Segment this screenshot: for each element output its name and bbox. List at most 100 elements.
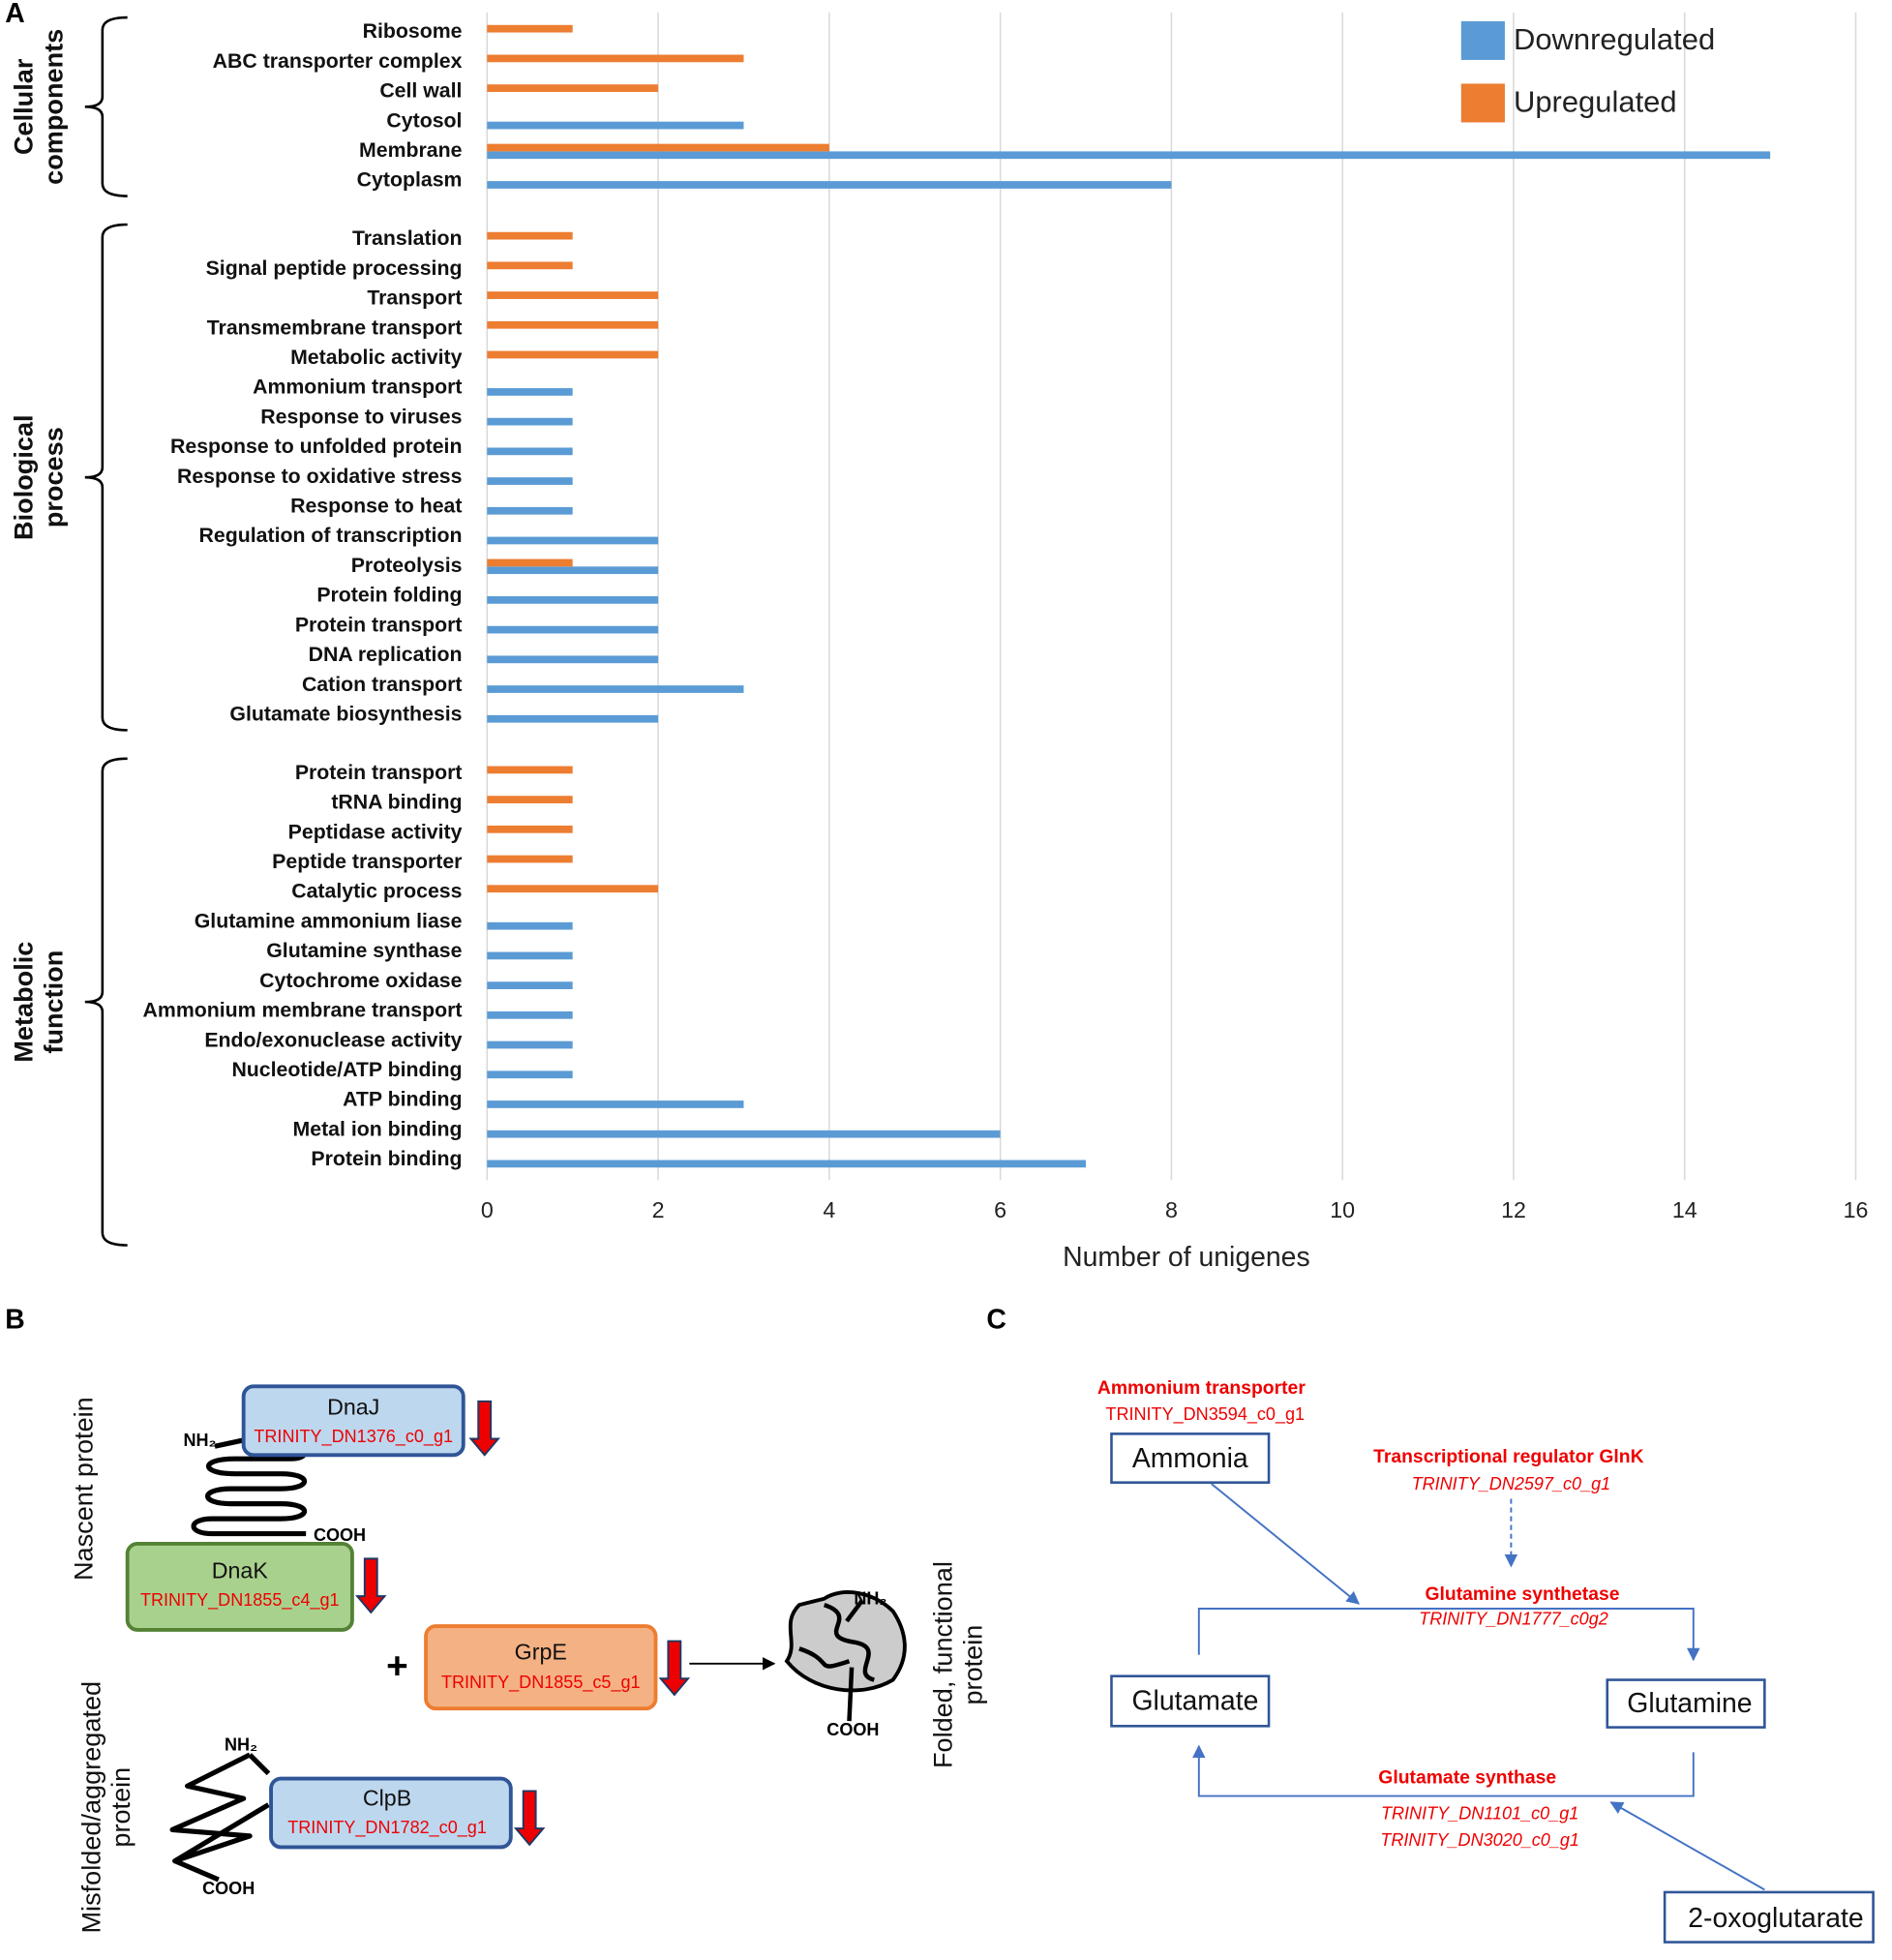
group-bracket [84,15,128,197]
bar [487,951,573,960]
terminus-label: COOH [826,1720,879,1739]
group-bracket [84,223,128,732]
plus-sign: + [386,1645,408,1687]
terminus-label: COOH [314,1525,366,1545]
bar [487,84,659,92]
node-box [1110,1432,1271,1484]
bar [487,796,573,803]
arrow [1192,1744,1695,1797]
rotated-label-box: Nascent protein [70,1397,99,1582]
node-label: Glutamate [1131,1685,1258,1716]
x-tick-label: 0 [481,1197,494,1222]
bar [487,655,659,664]
chart-a: A Number of unigenes 0 2 4 6 8 10 12 14 16 Riboso… [5,0,1868,1273]
bar [487,558,573,567]
protein-box [269,1776,513,1850]
gene-id: TRINITY_DN1782_c0_g1 [287,1818,487,1838]
category-label: Endo/exonuclease activity [204,1028,462,1051]
bar [487,151,1771,160]
bar [487,291,659,299]
protein-box [125,1541,354,1632]
category-label: Membrane [359,138,463,162]
bar [487,350,659,359]
bar [487,477,573,485]
protein-name: ClpB [363,1786,411,1811]
terminus-label: NH₂ [183,1431,216,1450]
panel-b: B Nascent protein Misfolded/aggregated p… [5,1305,988,1934]
category-label: DNA replication [309,643,463,666]
bar [487,596,659,604]
bar [487,1130,1001,1138]
node-label: 2-oxoglutarate [1688,1903,1863,1934]
category-label: Glutamine ammonium liase [195,909,463,932]
panel-label: A [5,0,25,29]
terminus-label: NH₂ [225,1735,257,1755]
down-arrows [354,1400,691,1847]
arrow [1197,1608,1700,1662]
panel-label: C [986,1305,1006,1336]
terminus-label: NH₂ [854,1589,886,1609]
node-label: Glutamine [1627,1688,1752,1719]
bar [487,885,659,893]
panel-label: B [5,1305,25,1336]
arrow [1211,1483,1361,1605]
x-tick-label: 2 [652,1197,665,1222]
gene-id: TRINITY_DN1101_c0_g1 [1381,1804,1578,1824]
group-label: Metabolic function [10,941,70,1063]
category-label: Ribosome [363,19,463,43]
bar [487,506,573,515]
protein-chain [798,1599,876,1722]
bar [487,566,659,575]
category-label: Glutamine synthase [266,939,462,962]
category-label: Protein transport [295,613,463,636]
gene-id: TRINITY_DN3020_c0_g1 [1380,1830,1579,1850]
bar [487,825,573,833]
category-label: Protein folding [316,584,462,607]
category-label: Signal peptide processing [206,256,463,280]
gene-id: TRINITY_DN1855_c4_g1 [140,1590,340,1611]
rotated-label-box: Folded, functional protein [929,1561,988,1768]
category-label: Protein binding [311,1147,462,1170]
nascent-label: Nascent protein [70,1397,99,1582]
category-label: ABC transporter complex [213,49,463,73]
legend-swatch [1460,83,1505,123]
rotated-label-box: Misfolded/aggregated protein [77,1681,136,1934]
category-label: Cytosol [386,108,462,132]
legend-label: Downregulated [1514,22,1715,56]
group-label: Biological process [10,414,70,540]
terminus-label: COOH [202,1879,255,1898]
node-box [1663,1890,1875,1944]
category-label: Cytoplasm [357,168,463,192]
gene-id: TRINITY_DN2597_c0_g1 [1412,1474,1611,1493]
bar [487,181,1172,189]
bar [487,1040,573,1049]
down-arrow [354,1557,387,1614]
category-label: Ammonium transport [253,376,462,399]
gene-id: TRINITY_DN1855_c5_g1 [441,1673,641,1693]
category-label: Transmembrane transport [207,316,463,339]
panel-c: C Ammonia Glutamate Glutamine 2-oxogluta… [986,1305,1875,1944]
category-label: Transport [367,286,462,310]
category-label: Protein transport [295,761,463,784]
bar [487,1160,1087,1168]
enzyme-name: Glutamate synthase [1378,1767,1556,1789]
legend-swatch [1460,20,1505,60]
category-label: Cell wall [379,79,462,103]
category-label: Catalytic process [291,880,462,903]
bar [487,447,573,456]
category-label: Ammonium membrane transport [143,999,463,1022]
category-label: Metal ion binding [293,1117,463,1140]
x-axis-label: Number of unigenes [1063,1242,1310,1273]
category-label: Cation transport [302,673,463,696]
group-label-box: Cellular components [10,29,69,185]
category-label: Translation [352,226,463,250]
enzyme-name: Ammonium transporter [1097,1377,1306,1399]
group-label-box: Metabolic function [10,941,70,1063]
protein-name: GrpE [515,1640,567,1665]
protein-box [241,1384,465,1458]
arrow [1609,1801,1765,1891]
down-arrow [513,1790,546,1847]
bar [487,121,744,130]
category-label: Response to unfolded protein [170,435,462,458]
bar [487,143,829,152]
